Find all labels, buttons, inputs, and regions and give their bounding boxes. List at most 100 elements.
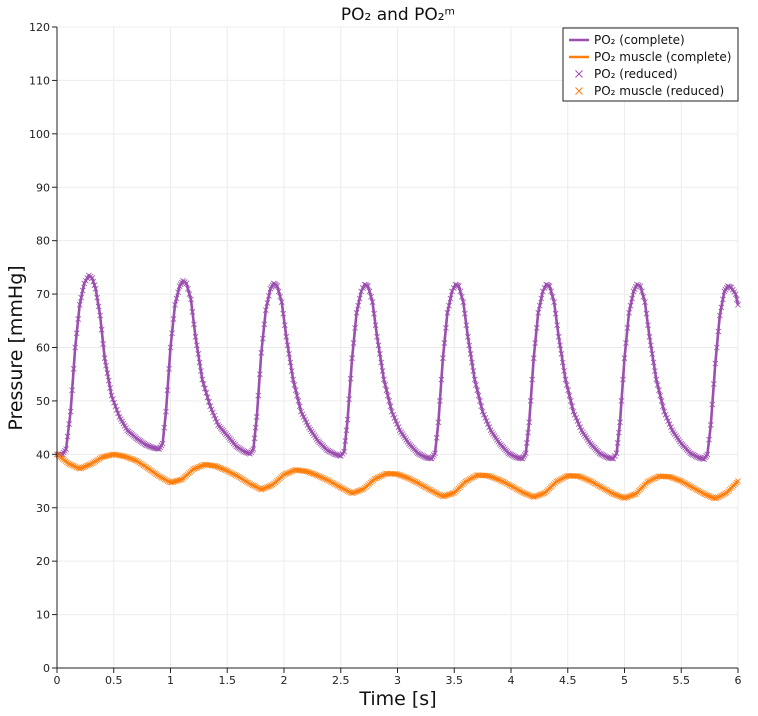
data-point (194, 464, 201, 471)
data-point (82, 277, 89, 284)
data-point (159, 474, 165, 481)
data-point (562, 376, 569, 383)
data-point (252, 424, 259, 431)
data-point (509, 452, 516, 459)
data-point (469, 474, 476, 481)
data-point (600, 485, 607, 492)
data-point (167, 344, 174, 351)
data-point (447, 295, 454, 302)
data-point (175, 289, 181, 296)
data-point (660, 403, 666, 410)
data-point (113, 406, 120, 413)
data-point (527, 398, 534, 404)
data-point (71, 463, 77, 469)
data-point (485, 421, 491, 427)
y-tick-label: 50 (36, 395, 50, 408)
data-point (434, 490, 441, 497)
data-point (648, 477, 655, 483)
data-point (217, 465, 224, 471)
data-point (388, 408, 395, 415)
data-point (437, 492, 443, 498)
data-point (715, 494, 722, 501)
data-point (420, 482, 426, 489)
data-point (690, 451, 696, 458)
data-point (435, 419, 442, 426)
data-point (425, 486, 432, 492)
data-point (501, 479, 507, 486)
data-point (588, 478, 595, 485)
data-point (259, 486, 266, 492)
data-point (349, 355, 355, 362)
x-tick-label: 2 (281, 674, 288, 687)
data-point (462, 478, 469, 485)
data-point (103, 362, 109, 369)
data-point (422, 484, 429, 491)
data-point (111, 399, 118, 406)
data-point (469, 359, 475, 366)
data-point (513, 486, 520, 492)
data-point (570, 408, 577, 415)
data-point (386, 398, 393, 404)
y-tick-label: 40 (36, 448, 50, 461)
data-point (250, 446, 257, 452)
data-point (266, 483, 273, 489)
data-point (432, 450, 438, 457)
data-point (72, 344, 79, 351)
data-point (173, 295, 180, 302)
data-point (164, 387, 171, 394)
data-point (523, 491, 530, 497)
data-point (83, 462, 90, 469)
data-point (554, 322, 561, 329)
data-point (289, 468, 296, 474)
data-point (475, 392, 482, 399)
data-point (567, 398, 574, 404)
data-point (565, 387, 572, 394)
data-point (657, 392, 664, 399)
data-point (563, 382, 570, 388)
data-point (211, 412, 218, 419)
data-point (706, 493, 713, 500)
data-point (644, 479, 651, 485)
data-point (329, 450, 336, 456)
data-point (446, 302, 452, 309)
data-point (84, 275, 91, 281)
data-point (678, 478, 685, 484)
data-point (343, 427, 350, 434)
data-point (283, 333, 290, 340)
data-point (185, 285, 191, 292)
data-point (606, 488, 612, 495)
data-point (82, 463, 89, 470)
data-point (379, 368, 386, 374)
data-point (286, 351, 292, 357)
data-point (509, 483, 516, 490)
data-point (288, 368, 295, 374)
data-point (413, 479, 419, 485)
y-axis-title: Pressure [mmHg] (5, 265, 27, 430)
data-point (621, 355, 628, 362)
data-point (161, 424, 168, 431)
data-point (191, 465, 198, 472)
legend-label: PO₂ muscle (reduced) (594, 84, 724, 98)
data-point (661, 408, 668, 415)
data-point (735, 478, 741, 484)
legend-swatch-marker (575, 70, 583, 78)
data-point (247, 480, 253, 487)
data-point (449, 288, 455, 295)
data-point (654, 382, 661, 388)
data-point (394, 421, 401, 427)
data-point (662, 411, 669, 418)
data-point (328, 449, 334, 456)
data-point (251, 483, 258, 489)
data-point (231, 471, 238, 478)
x-tick-label: 1 (167, 674, 174, 687)
data-point (375, 342, 382, 349)
data-point (557, 476, 564, 483)
data-point (366, 288, 373, 295)
data-point (432, 489, 439, 496)
data-point (390, 411, 397, 418)
data-point (525, 429, 531, 436)
data-point (468, 475, 475, 482)
data-point (346, 396, 352, 403)
data-point (438, 376, 445, 383)
data-point (463, 322, 470, 329)
